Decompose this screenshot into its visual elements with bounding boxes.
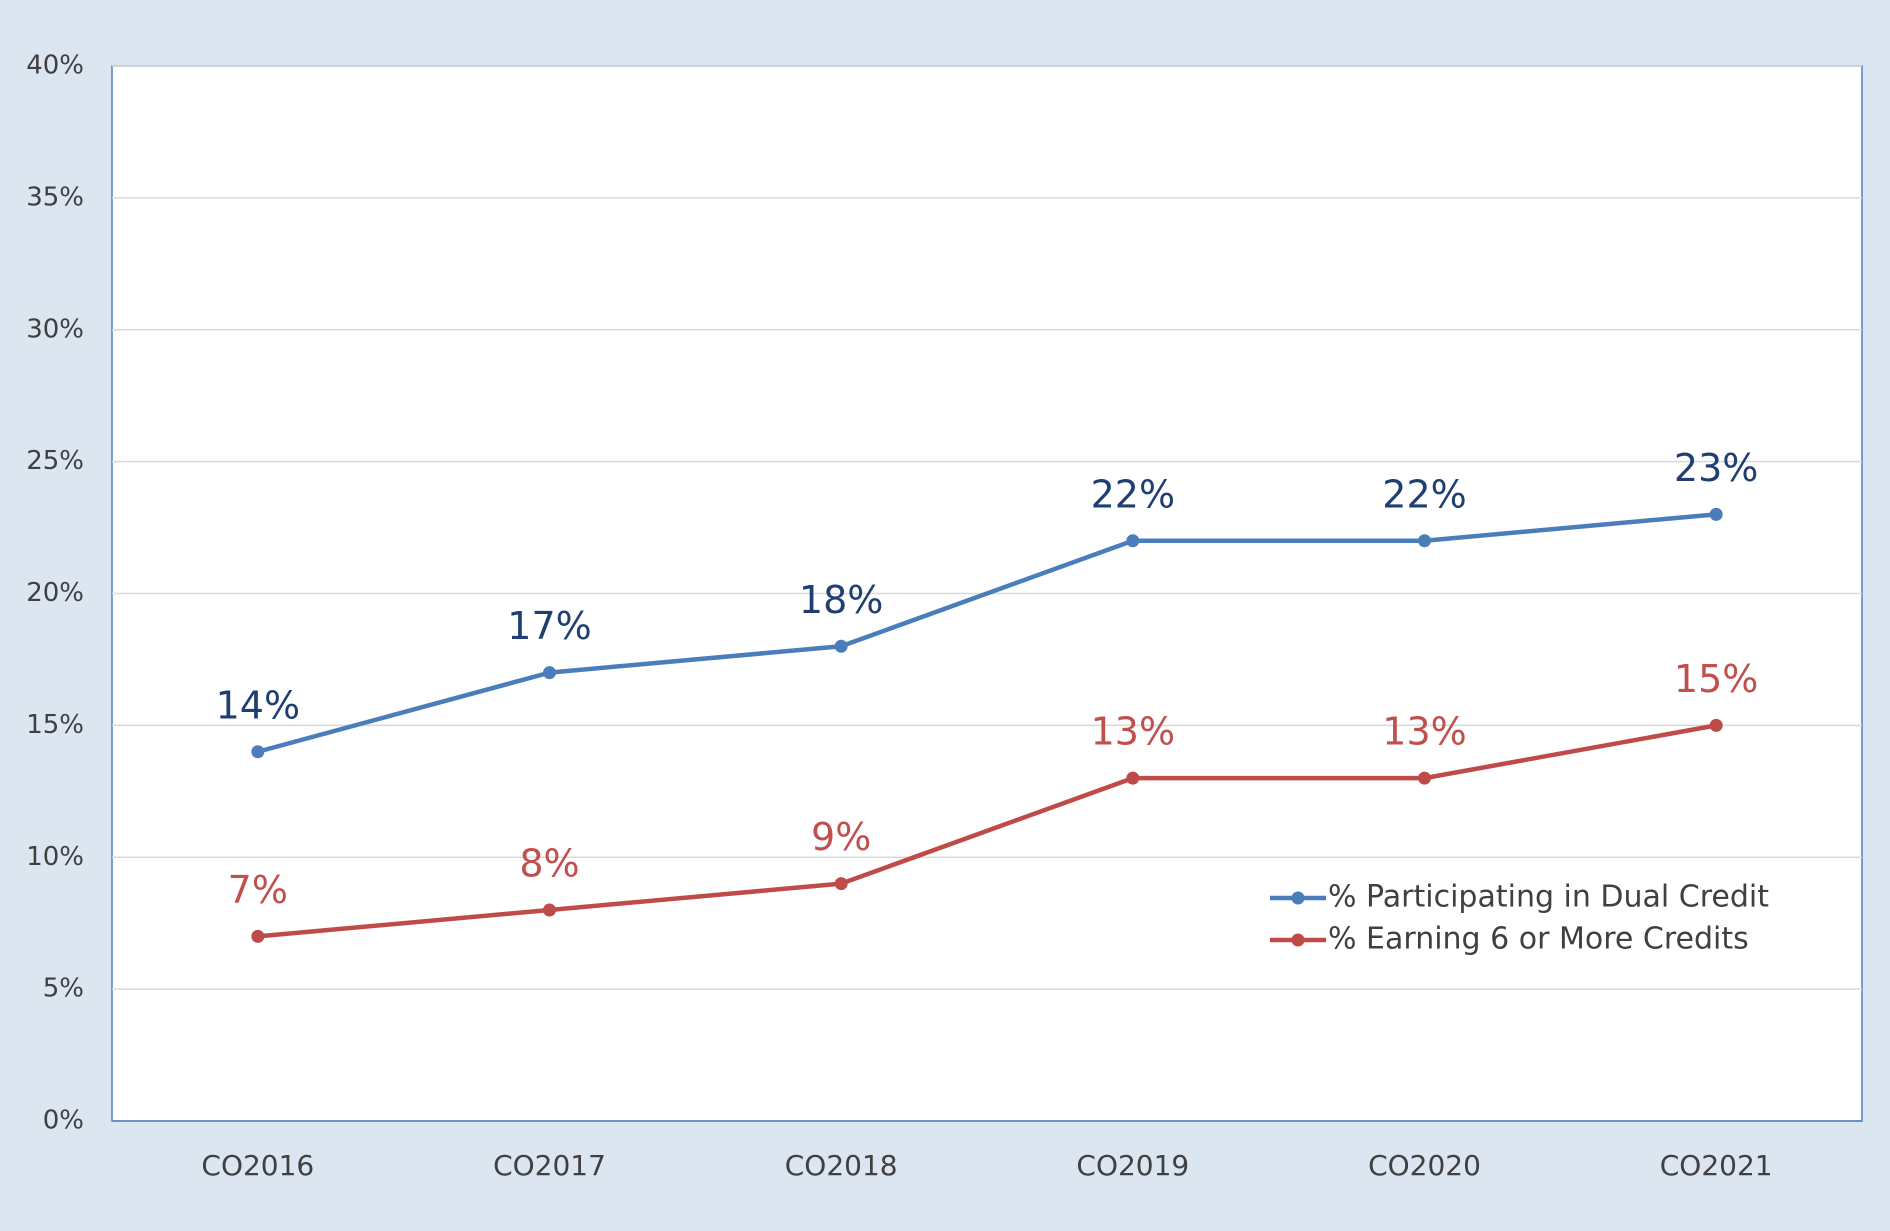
point xyxy=(1418,534,1431,548)
point xyxy=(543,903,556,917)
y-tick-label: 25% xyxy=(26,446,84,476)
y-tick-label: 30% xyxy=(26,314,84,344)
x-tick-label: CO2020 xyxy=(1368,1149,1481,1182)
x-tick-label: CO2021 xyxy=(1660,1149,1773,1182)
x-tick-label: CO2019 xyxy=(1076,1149,1189,1182)
series-line xyxy=(257,723,1717,939)
data-label: 7% xyxy=(228,868,288,912)
y-tick-label: 20% xyxy=(26,578,84,608)
data-label: 9% xyxy=(811,815,871,859)
point xyxy=(1418,771,1431,785)
point xyxy=(1126,771,1140,785)
point xyxy=(1126,534,1140,548)
data-label: 23% xyxy=(1674,446,1758,490)
point xyxy=(1709,507,1723,521)
data-label: 15% xyxy=(1674,657,1758,701)
point xyxy=(834,877,848,891)
data-label: 14% xyxy=(216,683,300,727)
data-label: 8% xyxy=(519,842,579,886)
data-label: 17% xyxy=(507,604,591,648)
data-label: 13% xyxy=(1091,710,1175,754)
y-tick-label: 0% xyxy=(43,1106,84,1136)
legend-label: % Participating in Dual Credit xyxy=(1328,880,1769,915)
data-label: 18% xyxy=(799,578,883,622)
data-label: 13% xyxy=(1382,710,1466,754)
y-tick-label: 10% xyxy=(26,842,84,872)
x-tick-label: CO2017 xyxy=(493,1149,606,1182)
data-label: 22% xyxy=(1091,472,1175,516)
y-tick-label: 40% xyxy=(26,51,84,81)
series-line xyxy=(257,512,1717,754)
point xyxy=(543,666,556,680)
legend-label: % Earning 6 or More Credits xyxy=(1328,922,1749,957)
data-label: 22% xyxy=(1382,472,1466,516)
y-tick-label: 35% xyxy=(26,182,84,212)
y-tick-label: 15% xyxy=(26,710,84,740)
y-tick-label: 5% xyxy=(43,974,84,1004)
x-tick-label: CO2016 xyxy=(201,1149,314,1182)
legend-marker xyxy=(1291,933,1305,947)
point xyxy=(251,929,265,943)
point xyxy=(834,639,848,653)
point xyxy=(1709,718,1723,732)
point xyxy=(251,745,265,759)
x-tick-label: CO2018 xyxy=(785,1149,898,1182)
legend-marker xyxy=(1291,891,1305,905)
